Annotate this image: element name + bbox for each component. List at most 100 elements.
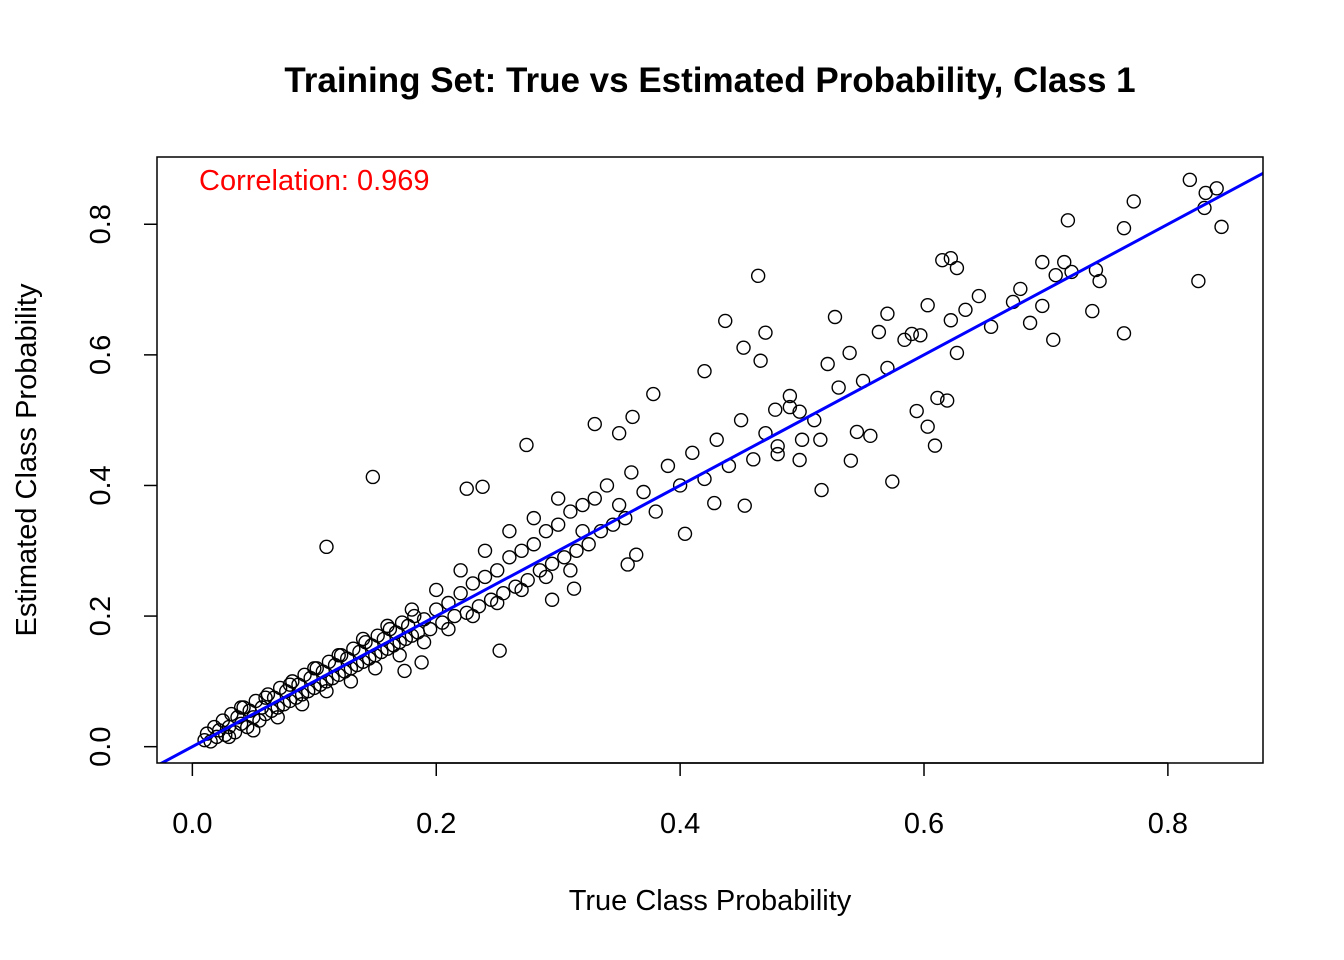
data-point [563,563,578,578]
data-point [677,526,693,541]
chart-title: Training Set: True vs Estimated Probabil… [284,61,1135,100]
data-point [1198,185,1213,201]
x-axis: 0.0 0.2 0.4 0.6 0.8 [172,762,1188,840]
data-point [1035,298,1050,314]
data-point [943,251,959,266]
data-point [827,309,843,325]
data-point [794,432,810,447]
data-point [1126,194,1141,209]
data-point [737,498,752,513]
data-point [1214,219,1229,235]
data-point [221,729,237,745]
data-point [581,537,596,552]
data-point [750,268,766,284]
data-point [282,677,298,692]
y-tick-label: 0.8 [85,204,117,244]
data-point [624,465,639,480]
data-point [477,569,493,585]
data-point [550,491,566,506]
data-point [397,663,412,679]
data-point [496,586,511,601]
data-point [258,690,273,705]
data-point [365,469,381,485]
data-point [843,453,859,468]
data-point [550,517,566,532]
data-point [758,325,773,340]
data-point [1022,315,1038,331]
x-tick-label: 0.4 [660,808,700,840]
data-point [1035,254,1050,270]
data-point [307,661,322,676]
data-point [620,557,635,572]
data-point [465,608,481,624]
data-point [319,539,334,555]
data-point [611,497,627,513]
data-point [871,324,887,340]
data-point [736,340,751,355]
data-point [611,426,627,441]
data-point [599,478,615,493]
data-point [477,543,493,558]
data-point [544,592,560,607]
data-point [492,643,507,658]
reference-line [158,171,1263,763]
data-point [660,458,676,474]
data-point [685,445,700,461]
data-point [502,523,517,539]
data-point [814,482,829,498]
data-point [566,581,582,596]
x-axis-label: True Class Probability [569,885,852,917]
data-point [538,569,554,585]
data-point [746,452,761,467]
data-point [782,399,798,415]
data-point [429,582,444,598]
data-point [646,386,661,402]
data-point [927,438,943,453]
data-point [514,582,529,598]
data-point [971,288,987,304]
data-point [544,556,560,572]
data-point [1182,172,1198,188]
data-point [343,674,359,689]
data-point [453,563,468,578]
x-tick-label: 0.8 [1148,808,1188,840]
data-point [885,474,900,489]
data-point [502,550,517,565]
data-point [770,446,785,462]
data-point [465,576,481,591]
data-point [380,618,395,634]
data-point [842,345,857,361]
data-point [490,595,505,611]
data-point [471,599,487,614]
data-point [569,543,584,558]
y-tick-label: 0.2 [85,596,117,636]
data-point [849,424,865,440]
data-point [422,621,438,637]
data-points [197,172,1229,749]
data-point [1085,303,1100,319]
data-point [939,393,955,408]
data-point [1116,220,1132,236]
data-point [557,550,572,565]
data-point [519,437,534,453]
data-point [920,298,935,313]
data-point [392,648,407,663]
data-point [1191,273,1206,289]
data-point [636,484,651,500]
data-point [831,380,846,395]
data-point [770,439,785,454]
data-point [270,710,285,725]
data-point [441,621,456,637]
data-point [1092,273,1107,289]
y-tick-label: 0.0 [85,727,117,767]
data-point [648,504,663,519]
data-point [526,537,541,552]
data-point [416,634,432,650]
data-point [538,523,554,539]
data-point [958,302,973,318]
data-point [697,363,712,379]
data-point [563,504,578,519]
data-point [407,608,422,624]
data-point [447,608,462,624]
